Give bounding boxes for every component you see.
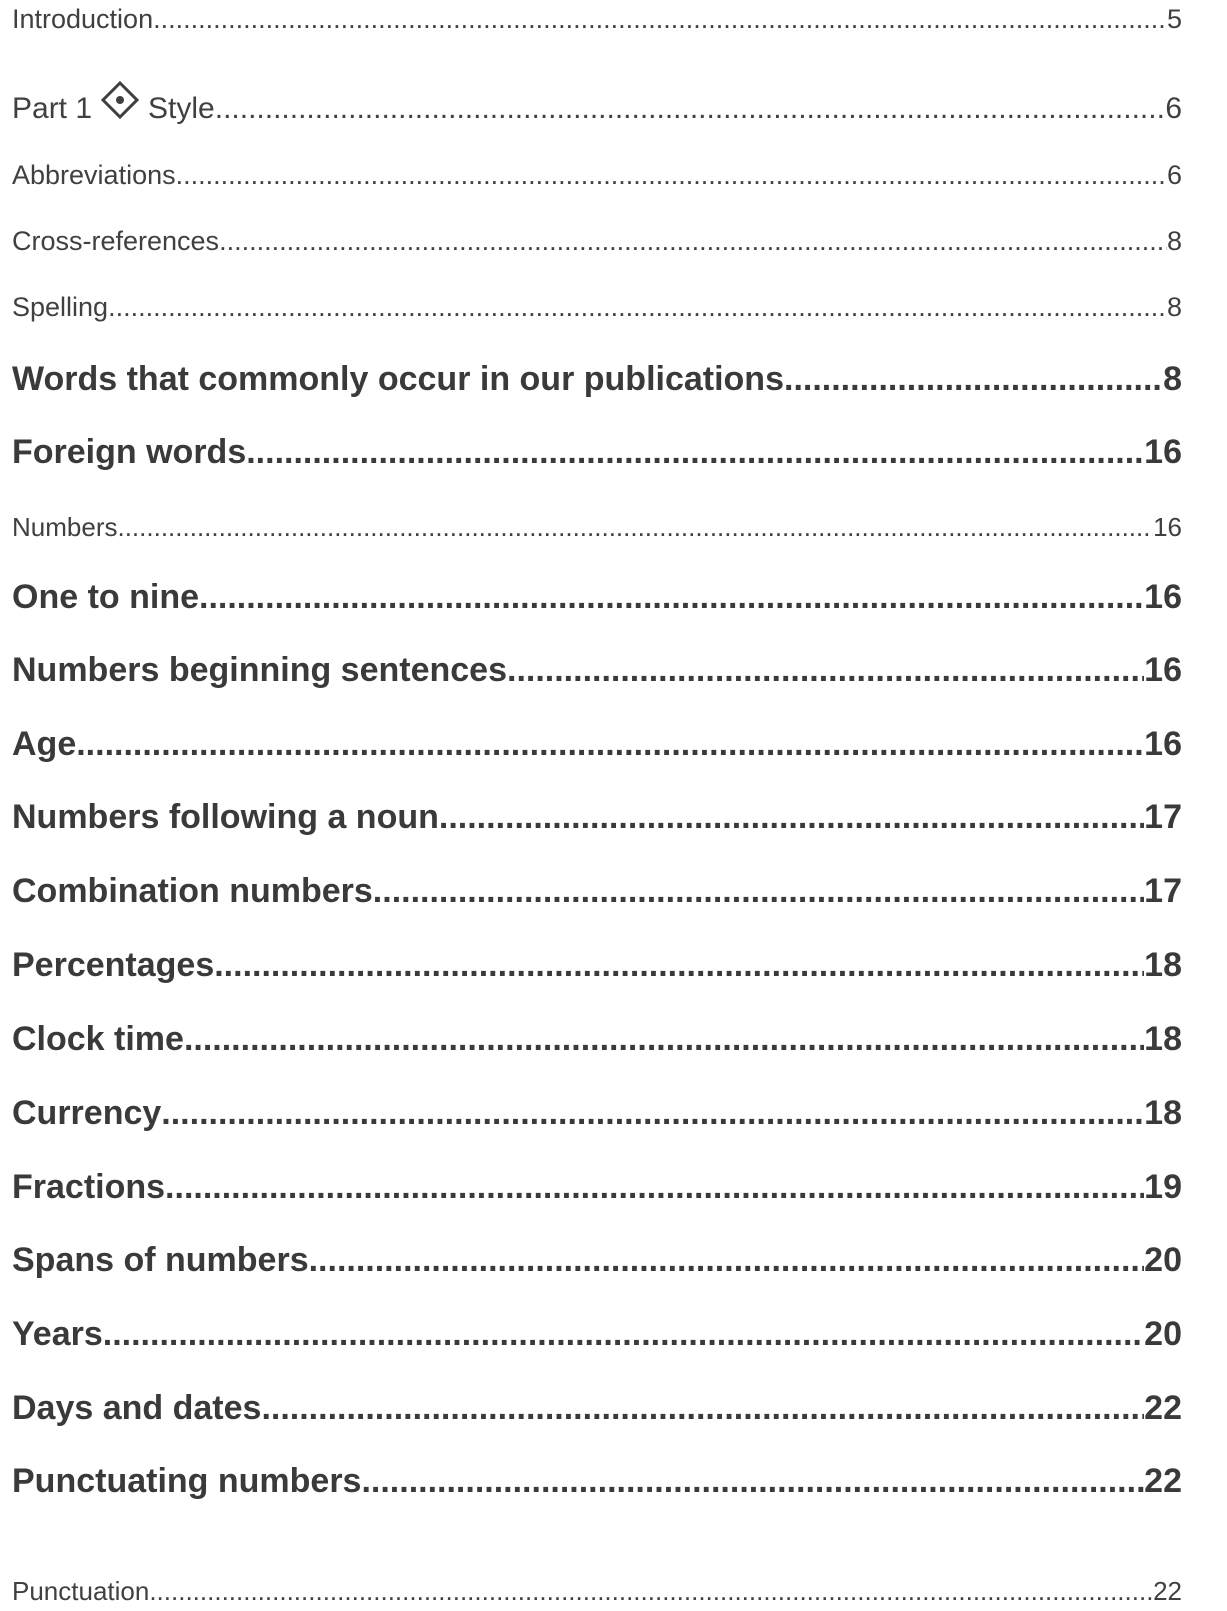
toc-entry-label: Abbreviations [12, 160, 176, 190]
toc-entry-page: 17 [1144, 872, 1182, 910]
toc-entry-numbers-following-noun[interactable]: Numbers following a noun 17 [12, 798, 1182, 837]
toc-entry-page: 5 [1166, 4, 1182, 34]
toc-entry-page: 8 [1166, 292, 1182, 322]
toc-entry-label: Age [12, 725, 77, 763]
dot-leader [214, 946, 1144, 985]
toc-entry-label: Cross-references [12, 226, 220, 256]
toc-entry-page: 19 [1144, 1168, 1182, 1206]
dot-leader [165, 1168, 1144, 1207]
toc-entry-label: Clock time [12, 1020, 184, 1058]
diamond-dot-icon [100, 80, 140, 120]
toc-entry-page: 18 [1144, 946, 1182, 984]
dot-leader [219, 226, 1167, 257]
toc-entry-page: 22 [1144, 1389, 1182, 1427]
toc-entry-age[interactable]: Age 16 [12, 725, 1182, 764]
toc-entry-page: 8 [1163, 360, 1182, 398]
dot-leader [199, 578, 1144, 617]
toc-entry-page: 6 [1166, 160, 1182, 190]
toc-entry-page: 18 [1144, 1094, 1182, 1132]
toc-entry-days-and-dates[interactable]: Days and dates 22 [12, 1389, 1182, 1428]
toc-entry-label: Years [12, 1315, 103, 1353]
toc-entry-spans-of-numbers[interactable]: Spans of numbers 20 [12, 1241, 1182, 1280]
toc-entry-numbers[interactable]: Numbers 16 [12, 512, 1182, 543]
toc-entry-label: One to nine [12, 578, 199, 616]
toc-entry-label: Numbers following a noun [12, 798, 439, 836]
dot-leader [246, 433, 1144, 472]
dot-leader [149, 1576, 1153, 1607]
dot-leader [361, 1462, 1144, 1501]
toc-entry-label: Numbers [12, 512, 118, 542]
toc-entry-spelling[interactable]: Spelling 8 [12, 292, 1182, 323]
dot-leader [373, 872, 1144, 911]
toc-entry-page: 16 [1144, 725, 1182, 763]
part-number: Part 1 [12, 92, 93, 125]
toc-entry-words-common[interactable]: Words that commonly occur in our publica… [12, 360, 1182, 399]
dot-leader [76, 725, 1144, 764]
toc-entry-abbreviations[interactable]: Abbreviations 6 [12, 160, 1182, 191]
toc-entry-page: 16 [1144, 651, 1182, 689]
toc-entry-percentages[interactable]: Percentages 18 [12, 946, 1182, 985]
part-title: Style [148, 92, 215, 125]
toc-entry-page: 20 [1144, 1315, 1182, 1353]
toc-entry-label: Fractions [12, 1168, 166, 1206]
toc-entry-page: 8 [1166, 226, 1182, 256]
toc-entry-label: Punctuation [12, 1576, 150, 1606]
toc-entry-label: Days and dates [12, 1389, 262, 1427]
toc-entry-page: 17 [1144, 798, 1182, 836]
toc-entry-punctuating-numbers[interactable]: Punctuating numbers 22 [12, 1462, 1182, 1501]
toc-entry-label: Currency [12, 1094, 162, 1132]
dot-leader [784, 360, 1163, 399]
toc-entry-years[interactable]: Years 20 [12, 1315, 1182, 1354]
toc-entry-page: 16 [1144, 433, 1182, 471]
toc-entry-label: Percentages [12, 946, 215, 984]
toc-entry-numbers-beginning-sentences[interactable]: Numbers beginning sentences 16 [12, 651, 1182, 690]
dot-leader [153, 4, 1167, 35]
toc-entry-label: Spelling [12, 292, 109, 322]
dot-leader [439, 798, 1144, 837]
toc-entry-label: Words that commonly occur in our publica… [12, 360, 784, 398]
dot-leader [161, 1094, 1144, 1133]
toc-entry-label: Punctuating numbers [12, 1462, 362, 1500]
toc-entry-page: 22 [1144, 1462, 1182, 1500]
dot-leader [108, 292, 1167, 323]
toc-entry-label: Foreign words [12, 433, 247, 471]
toc-entry-page: 6 [1165, 92, 1182, 125]
toc-entry-page: 16 [1153, 512, 1182, 542]
dot-leader [176, 160, 1167, 191]
toc-entry-part-1-style[interactable]: Part 1 Style 6 [12, 80, 1182, 126]
dot-leader [117, 512, 1153, 543]
dot-leader [215, 92, 1166, 126]
toc-entry-page: 20 [1144, 1241, 1182, 1279]
toc-entry-label: Numbers beginning sentences [12, 651, 507, 689]
toc-entry-punctuation[interactable]: Punctuation 22 [12, 1576, 1182, 1607]
dot-leader [184, 1020, 1144, 1059]
toc-entry-label: Combination numbers [12, 872, 373, 910]
toc-entry-combination-numbers[interactable]: Combination numbers 17 [12, 872, 1182, 911]
dot-leader [309, 1241, 1145, 1280]
toc-entry-one-to-nine[interactable]: One to nine 16 [12, 578, 1182, 617]
toc-entry-label: Part 1 Style [12, 80, 215, 126]
toc-entry-introduction[interactable]: Introduction 5 [12, 4, 1182, 35]
dot-leader [261, 1389, 1144, 1428]
toc-entry-currency[interactable]: Currency 18 [12, 1094, 1182, 1133]
dot-leader [507, 651, 1144, 690]
dot-leader [103, 1315, 1144, 1354]
toc-entry-label: Introduction [12, 4, 154, 34]
toc-entry-page: 18 [1144, 1020, 1182, 1058]
toc-entry-page: 22 [1153, 1576, 1182, 1606]
toc-entry-foreign-words[interactable]: Foreign words 16 [12, 433, 1182, 472]
toc-entry-fractions[interactable]: Fractions 19 [12, 1168, 1182, 1207]
toc-entry-label: Spans of numbers [12, 1241, 309, 1279]
toc-entry-clock-time[interactable]: Clock time 18 [12, 1020, 1182, 1059]
toc-entry-page: 16 [1144, 578, 1182, 616]
toc-entry-cross-references[interactable]: Cross-references 8 [12, 226, 1182, 257]
